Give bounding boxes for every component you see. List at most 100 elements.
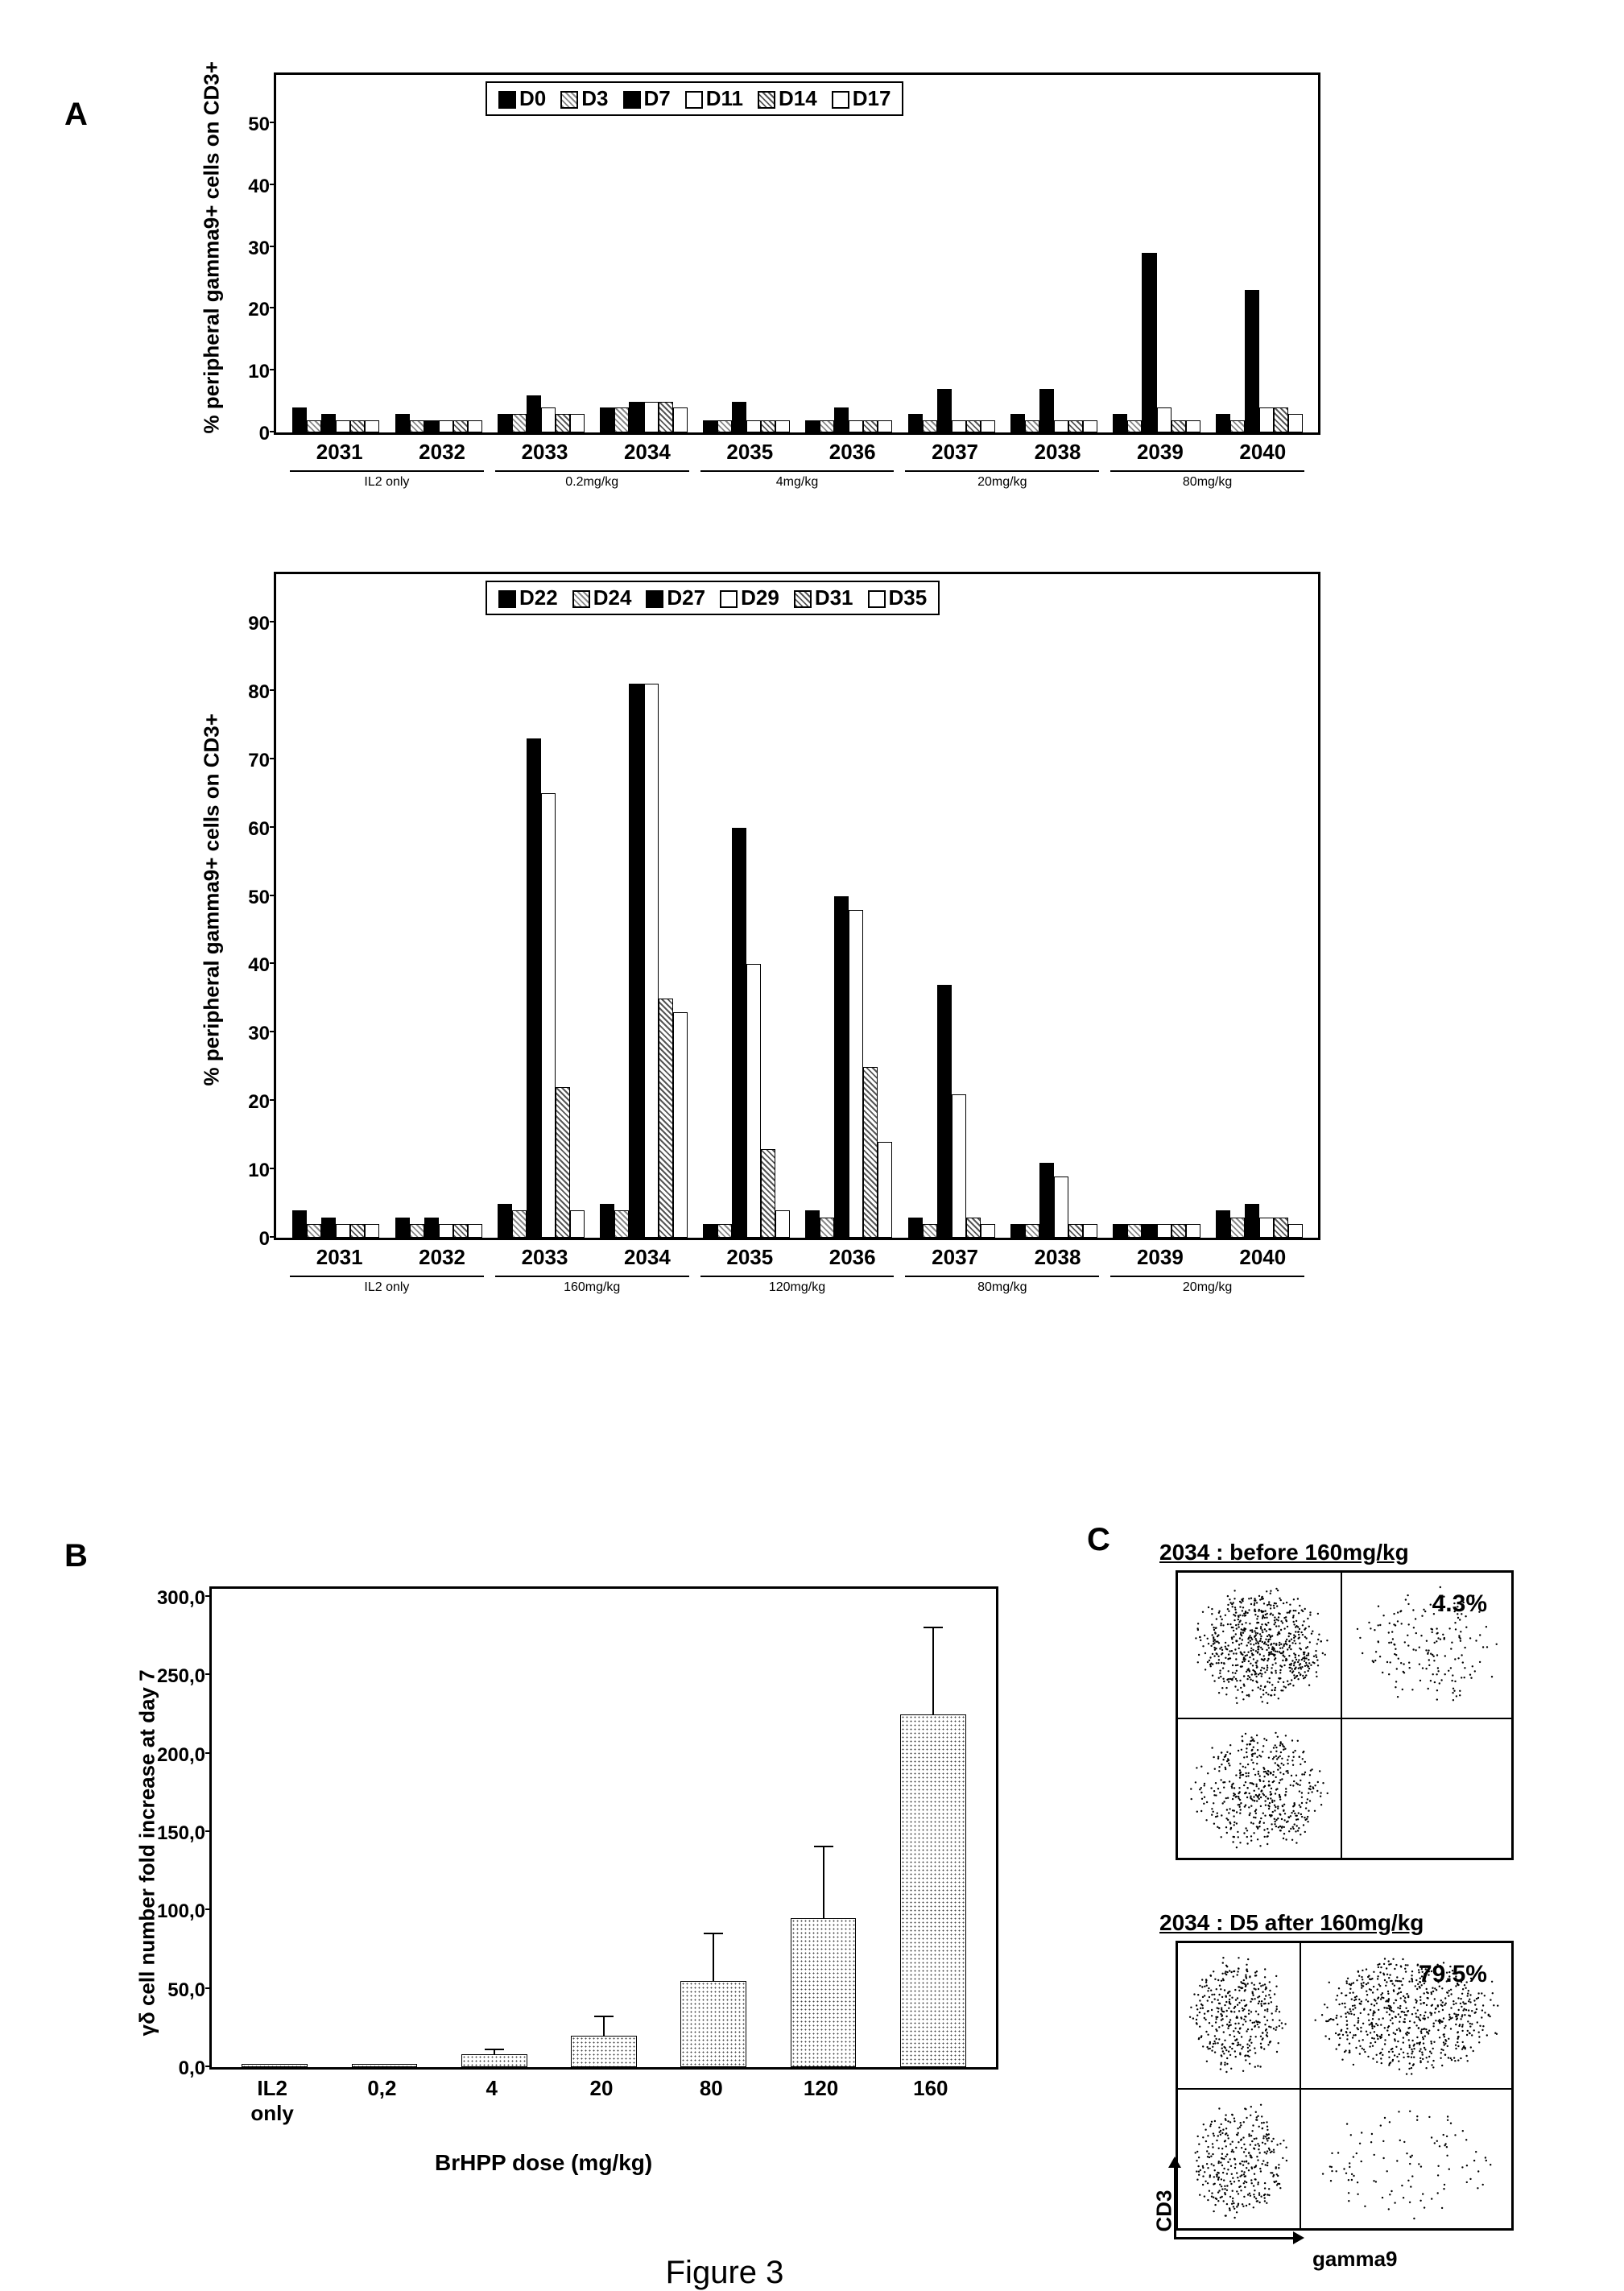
bar [1039, 389, 1054, 432]
facs-title: 2034 : D5 after 160mg/kg [1159, 1910, 1424, 1936]
bar [321, 1218, 336, 1238]
bar [453, 420, 468, 432]
bar [981, 1224, 995, 1238]
ytick-label: 100,0 [157, 1900, 212, 1923]
bar [732, 828, 746, 1238]
x-subject-label: 2038 [1008, 440, 1107, 465]
x-subject-label: 2032 [392, 1245, 491, 1270]
bar [307, 1224, 321, 1238]
bar [952, 420, 966, 432]
bar [352, 2064, 418, 2067]
bar [468, 1224, 482, 1238]
bar [923, 1224, 937, 1238]
legend-label: D35 [889, 585, 928, 610]
legend-item: D27 [646, 585, 705, 610]
bar [805, 1210, 820, 1238]
bar [556, 1087, 570, 1238]
chart-a1-bars [284, 123, 1310, 432]
facs-x-axis-label: gamma9 [1312, 2247, 1398, 2272]
bar [820, 420, 834, 432]
chart-a1-legend: D0D3D7D11D14D17 [486, 81, 903, 116]
bar [775, 1210, 790, 1238]
bar [703, 420, 717, 432]
bar [292, 1210, 307, 1238]
x-dose-label: 0.2mg/kg [495, 470, 689, 490]
bar [680, 1981, 746, 2067]
bar [966, 420, 981, 432]
bar [673, 407, 688, 432]
ytick-label: 30 [248, 238, 276, 260]
ytick-label: 200,0 [157, 1744, 212, 1767]
bar [878, 420, 892, 432]
bar [1025, 420, 1039, 432]
legend-label: D17 [853, 86, 891, 110]
ytick-label: 50 [248, 114, 276, 136]
legend-swatch [646, 590, 663, 608]
legend-swatch [560, 91, 578, 109]
legend-swatch [572, 590, 590, 608]
ytick-label: 0,0 [179, 2057, 212, 2080]
legend-swatch [623, 91, 641, 109]
bar [1186, 420, 1200, 432]
legend-swatch [758, 91, 775, 109]
bar [908, 1218, 923, 1238]
ytick-label: 50 [248, 887, 276, 909]
bar [350, 420, 365, 432]
ytick-label: 40 [248, 954, 276, 977]
bar [1230, 1218, 1245, 1238]
legend-label: D14 [779, 86, 817, 110]
x-category-label: IL2 only [217, 2076, 327, 2126]
legend-item: D29 [720, 585, 779, 610]
x-subject-label: 2038 [1008, 1245, 1107, 1270]
bar [512, 414, 527, 432]
x-dose-label: 4mg/kg [700, 470, 895, 490]
bar [424, 1218, 439, 1238]
bar [321, 414, 336, 432]
bar [1157, 1224, 1172, 1238]
x-dose-label: IL2 only [290, 1276, 484, 1295]
ytick-label: 70 [248, 750, 276, 772]
bar [614, 1210, 629, 1238]
bar [336, 420, 350, 432]
legend-item: D11 [685, 86, 743, 111]
x-subject-label: 2036 [803, 440, 902, 465]
bar [1157, 407, 1172, 432]
legend-label: D7 [644, 86, 671, 110]
bar [439, 1224, 453, 1238]
legend-label: D11 [706, 86, 743, 110]
bar [468, 420, 482, 432]
x-category-label: 20 [547, 2076, 656, 2101]
bar [570, 1210, 585, 1238]
bar [1142, 1224, 1156, 1238]
bar [1216, 1210, 1230, 1238]
x-subject-label: 2034 [597, 440, 696, 465]
facs-plot: 4.3% [1176, 1570, 1514, 1860]
panel-label-b: B [64, 1538, 88, 1574]
bar [629, 684, 643, 1238]
bar [629, 402, 643, 432]
bar [775, 420, 790, 432]
bar [1083, 1224, 1097, 1238]
chart-a2: % peripheral gamma9+ cells on CD3+ D22D2… [274, 572, 1320, 1240]
bar [863, 1067, 878, 1238]
panel-label-a: A [64, 97, 88, 133]
legend-label: D29 [741, 585, 779, 610]
legend-swatch [720, 590, 738, 608]
bar [395, 1218, 410, 1238]
panel-c: 2034 : before 160mg/kg4.3%2034 : D5 afte… [1151, 1538, 1570, 2263]
bar [336, 1224, 350, 1238]
bar [673, 1012, 688, 1238]
chart-a2-legend: D22D24D27D29D31D35 [486, 581, 940, 615]
chart-a1-ylabel: % peripheral gamma9+ cells on CD3+ [200, 64, 225, 434]
x-dose-label: 20mg/kg [905, 470, 1099, 490]
chart-b-xlabels: IL2 only0,242080120160 [209, 2070, 998, 2158]
ytick-label: 150,0 [157, 1822, 212, 1845]
bar [512, 1210, 527, 1238]
chart-a2-bars [284, 622, 1310, 1238]
bar [1127, 1224, 1142, 1238]
ytick-label: 300,0 [157, 1587, 212, 1610]
x-subject-label: 2040 [1213, 1245, 1312, 1270]
bar [849, 420, 863, 432]
ytick-label: 80 [248, 681, 276, 704]
bar [439, 420, 453, 432]
